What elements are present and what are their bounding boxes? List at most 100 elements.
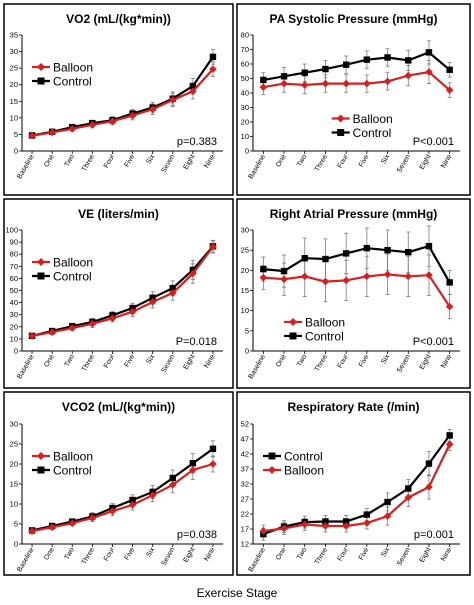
chart-panel-2: PA Systolic Pressure (mmHg) 0 10 20 30 40 50 60… — [241, 12, 460, 180]
y-tick-label: 20 — [241, 118, 249, 127]
legend-marker-balloon — [268, 466, 276, 474]
y-tick-label: 15 — [241, 286, 249, 295]
data-point-control — [363, 56, 371, 63]
data-point-balloon — [128, 501, 137, 509]
data-point-balloon — [28, 131, 36, 140]
data-point-balloon — [259, 273, 268, 282]
chart-title: Respiratory Rate (/min) — [287, 400, 419, 414]
x-axis-title: Exercise Stage — [197, 586, 278, 600]
y-tick-label: 5 — [14, 130, 18, 139]
y-tick-label: 60 — [241, 60, 249, 69]
data-point-control — [301, 255, 308, 262]
data-point-control — [425, 49, 433, 56]
series-line-balloon — [263, 70, 451, 91]
y-tick-label: 0 — [245, 147, 249, 156]
y-tick-label: 25 — [241, 246, 249, 255]
y-tick-label: 10 — [241, 306, 249, 315]
y-tick-label: 27 — [241, 495, 249, 504]
y-tick-label: 15 — [10, 97, 18, 106]
data-point-control — [363, 511, 371, 518]
data-point-balloon — [404, 272, 413, 281]
chart-title: VCO2 (mL/(kg*min)) — [62, 400, 175, 414]
data-point-balloon — [189, 466, 197, 474]
chart-title: VO2 (mL/(kg*min)) — [66, 12, 171, 26]
data-point-control — [342, 61, 350, 68]
data-point-control — [189, 460, 197, 467]
legend-marker-balloon — [37, 452, 45, 460]
data-point-control — [260, 76, 267, 84]
data-point-balloon — [321, 522, 330, 530]
y-tick-label: 30 — [10, 310, 18, 319]
data-point-control — [189, 82, 197, 90]
y-tick-label: 40 — [10, 298, 18, 307]
y-tick-label: 42 — [241, 450, 249, 459]
data-point-balloon — [300, 272, 309, 281]
chart-title: Right Atrial Pressure (mmHg) — [270, 207, 438, 221]
y-tick-label: 32 — [241, 480, 249, 489]
data-point-balloon — [404, 493, 413, 502]
data-point-balloon — [108, 117, 117, 125]
panel-border — [236, 198, 471, 389]
data-point-balloon — [363, 519, 371, 527]
y-tick-label: 25 — [10, 440, 18, 449]
legend-marker-balloon — [289, 317, 298, 326]
y-tick-label: 20 — [10, 322, 18, 331]
data-point-control — [322, 518, 329, 525]
y-tick-label: 70 — [241, 45, 249, 54]
p-value-annotation: P<0.001 — [413, 136, 454, 148]
legend-label-control: Control — [53, 464, 92, 478]
data-point-control — [405, 485, 412, 492]
data-point-balloon — [363, 79, 371, 88]
data-point-control — [322, 255, 329, 263]
legend-marker-control — [337, 129, 345, 137]
legend-label-control: Control — [353, 126, 392, 140]
series-line-balloon — [31, 462, 214, 533]
y-tick-label: 25 — [10, 64, 18, 73]
y-tick-label: 47 — [241, 435, 249, 444]
series-line-control — [31, 447, 214, 532]
data-point-balloon — [383, 77, 392, 86]
data-point-control — [405, 57, 412, 64]
x-tick-label: Six — [145, 546, 156, 558]
y-tick-label: 20 — [241, 266, 249, 275]
y-tick-label: 10 — [241, 132, 249, 141]
data-point-balloon — [209, 243, 217, 251]
data-point-control — [363, 244, 371, 252]
data-point-control — [446, 66, 453, 73]
y-tick-label: 15 — [10, 480, 18, 489]
y-tick-label: 10 — [10, 113, 18, 122]
data-point-control — [446, 279, 453, 286]
x-tick-label: Six — [380, 353, 391, 365]
data-point-control — [342, 250, 350, 257]
x-tick-label: Six — [380, 153, 391, 165]
series-line-balloon — [31, 246, 214, 337]
data-point-control — [169, 284, 176, 292]
y-tick-label: 30 — [241, 226, 249, 235]
y-tick-label: 5 — [14, 520, 18, 529]
legend-marker-control — [37, 77, 45, 85]
data-point-balloon — [300, 81, 309, 89]
data-point-balloon — [128, 307, 137, 316]
data-point-control — [129, 496, 136, 504]
y-tick-label: 35 — [10, 31, 18, 40]
y-tick-label: 0 — [14, 147, 18, 156]
y-tick-label: 5 — [245, 326, 249, 335]
data-point-control — [260, 265, 267, 273]
legend-label-balloon: Balloon — [353, 112, 393, 126]
data-point-balloon — [425, 271, 433, 279]
legend-label-control: Control — [53, 270, 92, 284]
data-point-control — [384, 54, 391, 61]
series-line-balloon — [263, 443, 451, 533]
y-tick-label: 17 — [241, 525, 249, 534]
legend-marker-balloon — [37, 258, 45, 266]
legend-label-balloon: Balloon — [53, 61, 93, 75]
data-point-balloon — [280, 79, 288, 88]
data-point-control — [322, 65, 329, 73]
series-line-control — [31, 56, 214, 137]
y-tick-label: 90 — [10, 238, 18, 247]
data-point-balloon — [259, 527, 268, 535]
legend-label-balloon: Balloon — [53, 450, 93, 464]
data-point-control — [209, 445, 217, 452]
legend-marker-control — [37, 272, 45, 280]
